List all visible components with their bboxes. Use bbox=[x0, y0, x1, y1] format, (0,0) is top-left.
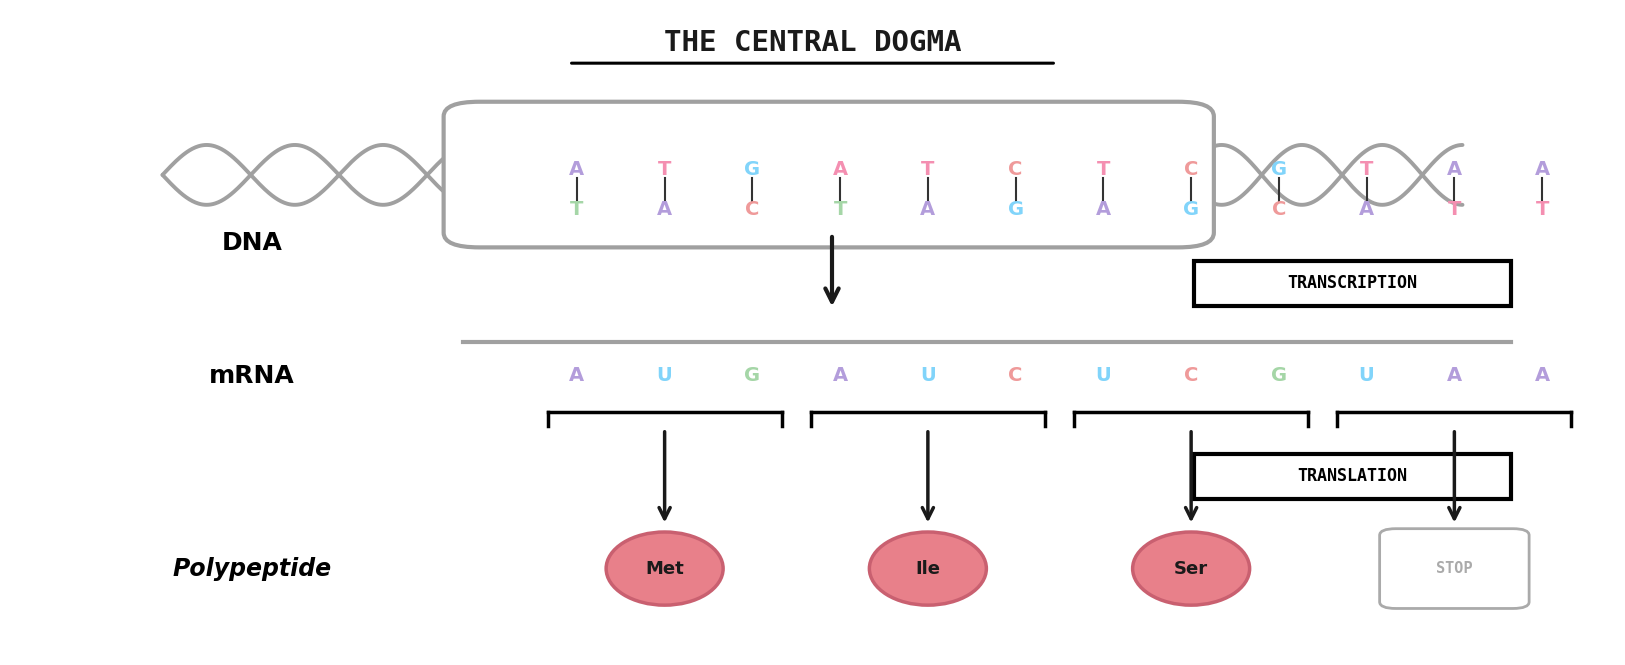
Text: T: T bbox=[834, 200, 847, 219]
Text: T: T bbox=[1097, 160, 1110, 179]
Text: A: A bbox=[1095, 200, 1112, 219]
Text: A: A bbox=[1446, 160, 1462, 179]
Text: G: G bbox=[744, 366, 760, 385]
Text: A: A bbox=[1358, 200, 1375, 219]
Text: A: A bbox=[1534, 366, 1550, 385]
Text: G: G bbox=[1271, 160, 1287, 179]
Text: U: U bbox=[920, 366, 936, 385]
Text: A: A bbox=[832, 366, 848, 385]
FancyBboxPatch shape bbox=[1194, 454, 1511, 499]
Ellipse shape bbox=[1133, 532, 1250, 605]
Text: G: G bbox=[744, 160, 760, 179]
Text: T: T bbox=[658, 160, 671, 179]
Text: C: C bbox=[1185, 366, 1198, 385]
Text: C: C bbox=[1272, 200, 1285, 219]
Text: A: A bbox=[656, 200, 673, 219]
Text: A: A bbox=[1446, 366, 1462, 385]
FancyBboxPatch shape bbox=[1194, 261, 1511, 306]
Text: C: C bbox=[1009, 366, 1022, 385]
Text: U: U bbox=[656, 366, 673, 385]
Text: THE CENTRAL DOGMA: THE CENTRAL DOGMA bbox=[663, 29, 962, 57]
Text: A: A bbox=[569, 160, 585, 179]
Text: G: G bbox=[1008, 200, 1024, 219]
Text: Polypeptide: Polypeptide bbox=[172, 557, 332, 581]
Text: mRNA: mRNA bbox=[210, 364, 294, 388]
FancyBboxPatch shape bbox=[444, 102, 1214, 247]
Text: Met: Met bbox=[645, 559, 684, 578]
Text: C: C bbox=[1009, 160, 1022, 179]
Ellipse shape bbox=[606, 532, 723, 605]
Text: G: G bbox=[1271, 366, 1287, 385]
Text: T: T bbox=[1360, 160, 1373, 179]
Text: TRANSLATION: TRANSLATION bbox=[1297, 467, 1407, 485]
Text: Ile: Ile bbox=[915, 559, 941, 578]
Text: Ser: Ser bbox=[1173, 559, 1209, 578]
Text: STOP: STOP bbox=[1436, 561, 1472, 576]
Text: TRANSCRIPTION: TRANSCRIPTION bbox=[1287, 274, 1417, 293]
Text: A: A bbox=[832, 160, 848, 179]
Text: DNA: DNA bbox=[221, 231, 283, 255]
FancyBboxPatch shape bbox=[1380, 529, 1529, 608]
Text: C: C bbox=[746, 200, 759, 219]
Text: C: C bbox=[1185, 160, 1198, 179]
Text: U: U bbox=[1358, 366, 1375, 385]
Ellipse shape bbox=[869, 532, 986, 605]
Text: T: T bbox=[921, 160, 934, 179]
Text: T: T bbox=[1536, 200, 1549, 219]
Text: T: T bbox=[1448, 200, 1461, 219]
Text: T: T bbox=[570, 200, 583, 219]
Text: A: A bbox=[569, 366, 585, 385]
Text: A: A bbox=[920, 200, 936, 219]
Text: G: G bbox=[1183, 200, 1199, 219]
Text: U: U bbox=[1095, 366, 1112, 385]
Text: A: A bbox=[1534, 160, 1550, 179]
